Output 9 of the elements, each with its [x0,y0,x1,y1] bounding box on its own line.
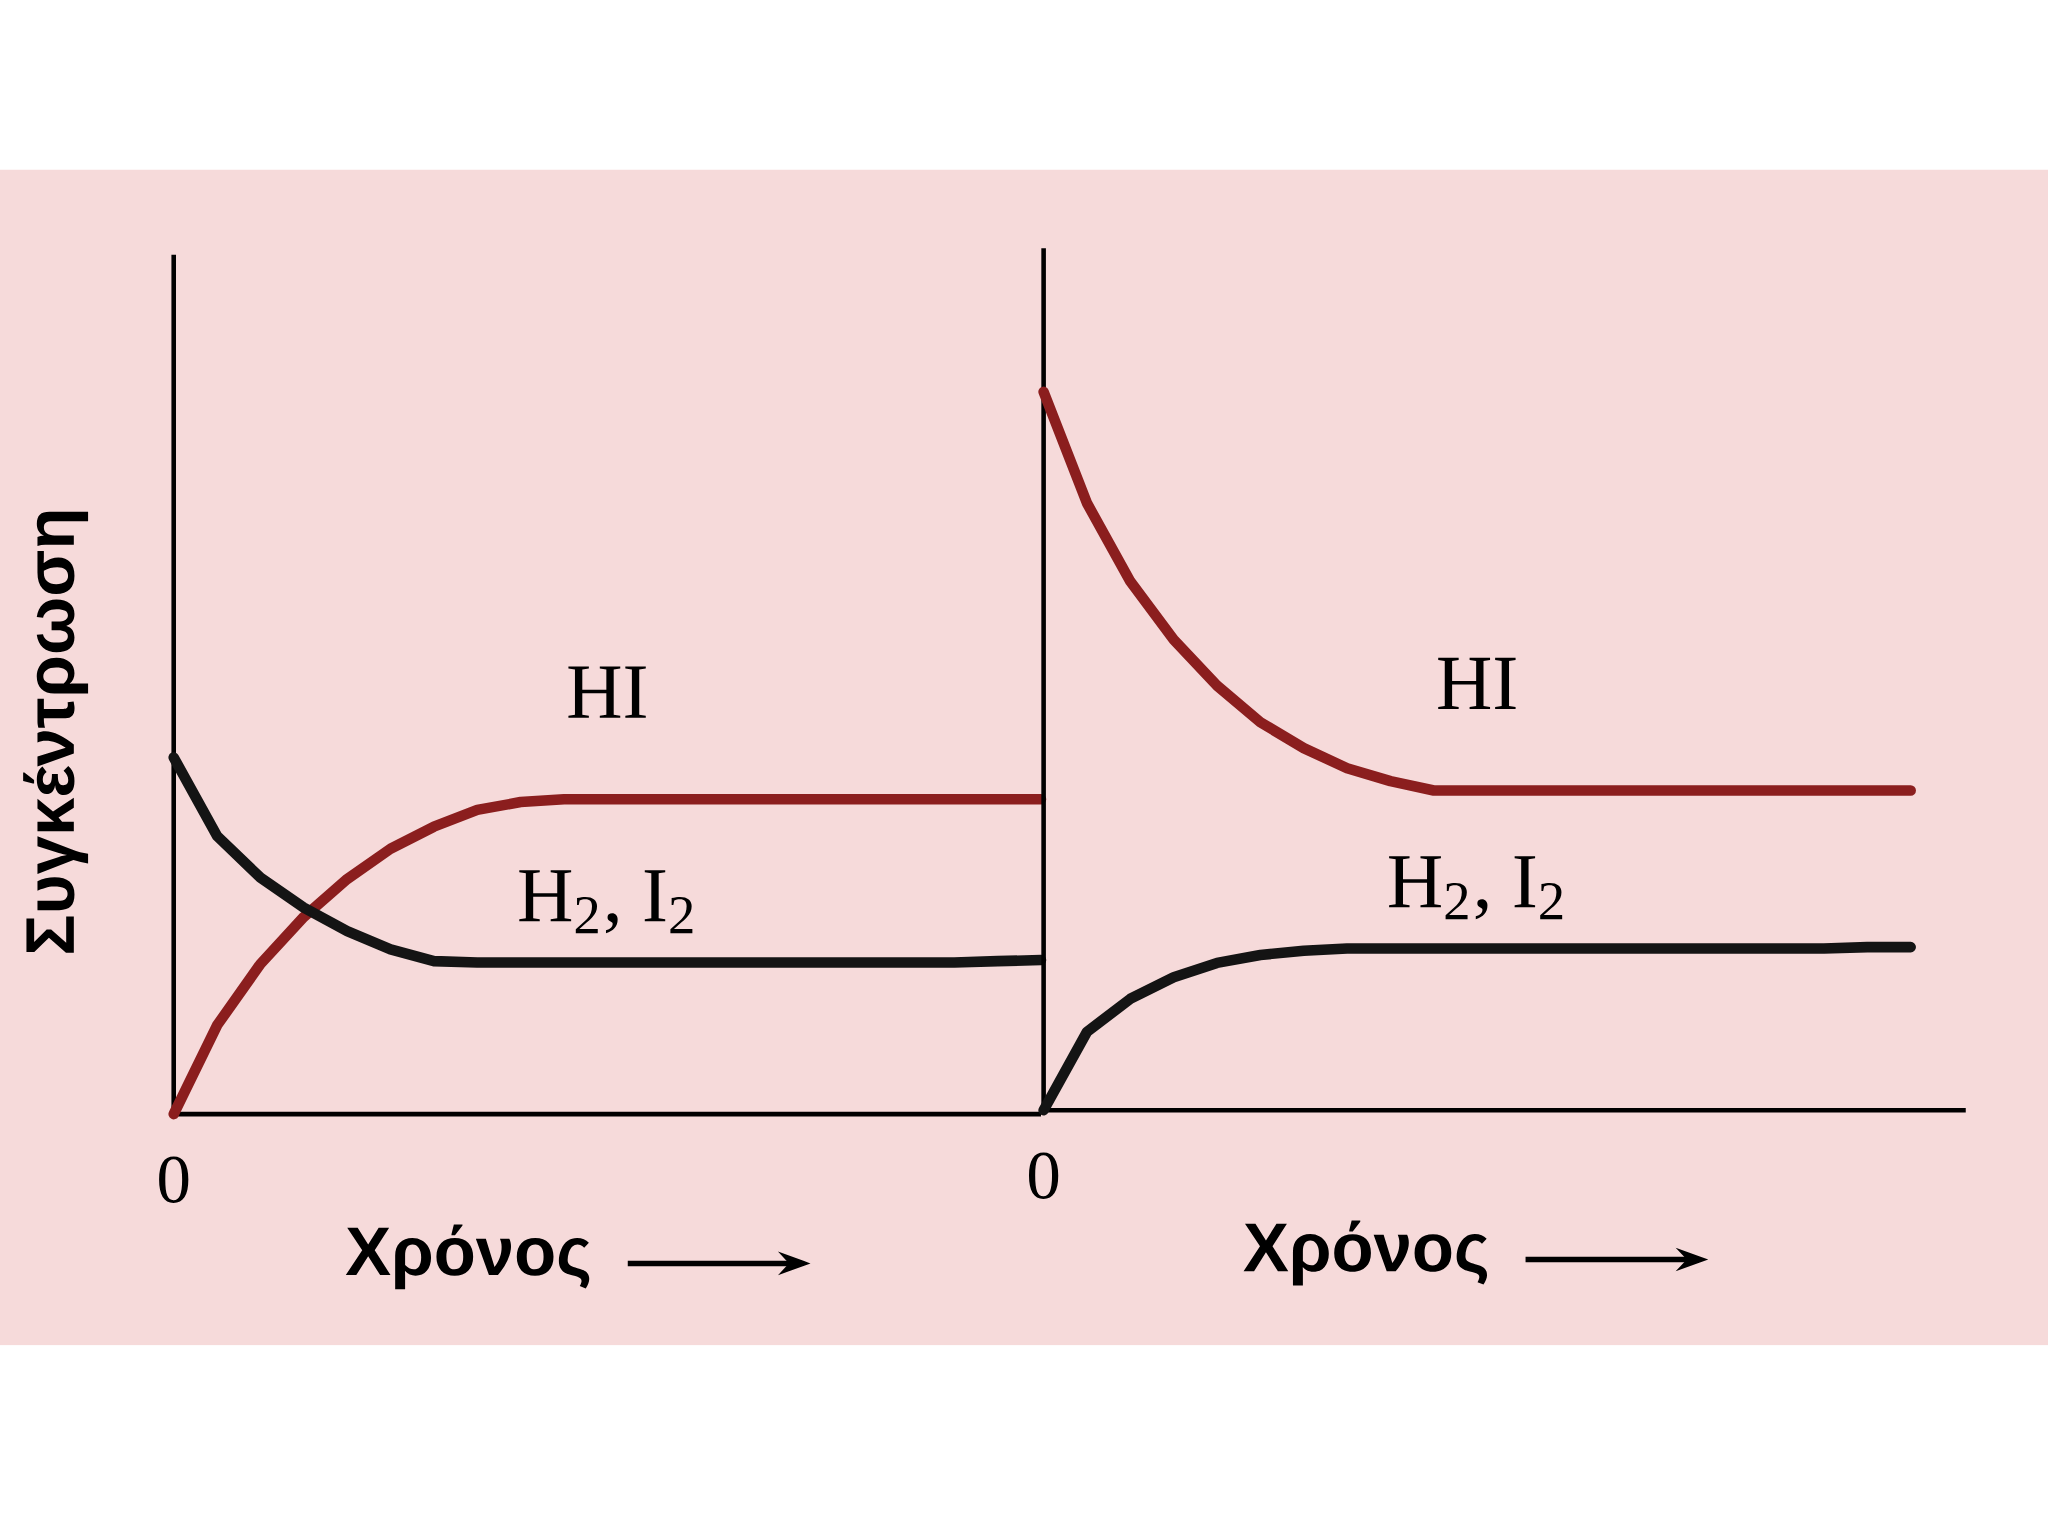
x-axis-title: Χρόνος [345,1224,590,1290]
series-label: H$_{2}$, I$_{2}$ [519,870,693,934]
series-label: HI [568,666,646,718]
series-label: H$_{2}$, I$_{2}$ [1389,856,1563,920]
series-label: HI [1438,657,1516,709]
text: 0 [1028,1152,1059,1199]
text: 0 [159,1156,189,1203]
y-axis-title: Συγκέντρωση [23,511,89,953]
x-axis-title: Χρόνος [1243,1220,1488,1286]
